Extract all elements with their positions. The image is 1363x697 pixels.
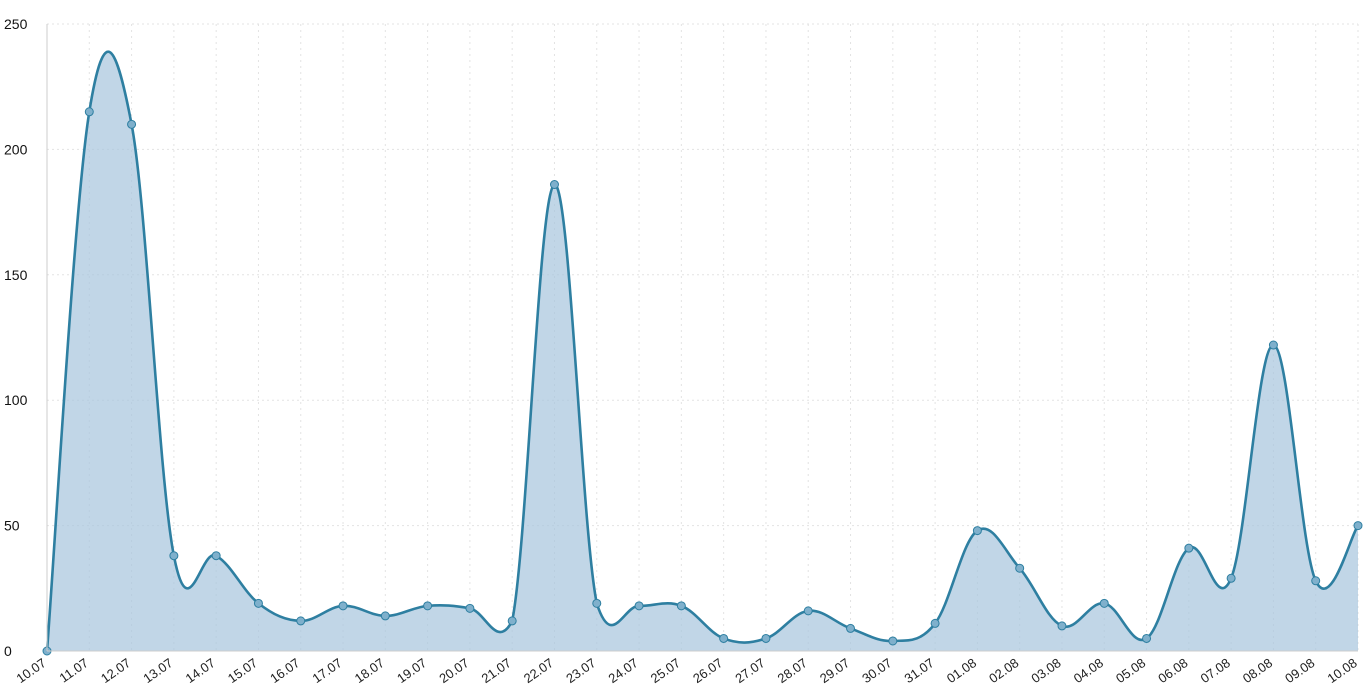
x-tick-label: 27.07 (732, 655, 767, 686)
data-point[interactable] (803, 606, 813, 616)
y-tick-label: 0 (4, 643, 12, 659)
data-point[interactable] (423, 601, 433, 611)
x-tick-label: 29.07 (817, 655, 852, 686)
x-tick-label: 10.08 (1324, 655, 1359, 686)
x-tick-label: 04.08 (1071, 655, 1106, 686)
x-tick-label: 22.07 (521, 655, 556, 686)
data-point[interactable] (676, 601, 686, 611)
x-tick-label: 03.08 (1028, 655, 1063, 686)
data-point[interactable] (127, 119, 137, 129)
x-tick-label: 20.07 (436, 655, 471, 686)
data-point[interactable] (972, 526, 982, 536)
x-tick-label: 18.07 (352, 655, 387, 686)
data-point[interactable] (1184, 543, 1194, 553)
y-axis: 0 50 100 150 200 250 (4, 16, 48, 659)
data-point[interactable] (1353, 521, 1363, 531)
series-area (47, 51, 1358, 651)
y-tick-label: 250 (4, 16, 28, 32)
data-point[interactable] (1142, 633, 1152, 643)
x-tick-label: 21.07 (479, 655, 514, 686)
data-point[interactable] (888, 636, 898, 646)
data-point[interactable] (1311, 576, 1321, 586)
data-point[interactable] (169, 551, 179, 561)
y-tick-label: 150 (4, 267, 28, 283)
x-tick-label: 01.08 (944, 655, 979, 686)
y-tick-label: 200 (4, 141, 28, 157)
data-point[interactable] (84, 107, 94, 117)
data-point[interactable] (930, 618, 940, 628)
series-line-path (45, 50, 1360, 653)
x-tick-label: 28.07 (775, 655, 810, 686)
x-tick-label: 16.07 (267, 655, 302, 686)
data-point[interactable] (211, 551, 221, 561)
data-point[interactable] (761, 633, 771, 643)
data-point[interactable] (1226, 573, 1236, 583)
x-tick-label: 12.07 (98, 655, 133, 686)
series-line (45, 50, 1360, 653)
x-tick-label: 10.07 (13, 655, 48, 686)
x-tick-label: 13.07 (140, 655, 175, 686)
data-point[interactable] (846, 623, 856, 633)
data-point[interactable] (592, 598, 602, 608)
x-tick-label: 23.07 (563, 655, 598, 686)
x-tick-label: 08.08 (1240, 655, 1275, 686)
x-tick-label: 24.07 (606, 655, 641, 686)
data-point[interactable] (634, 601, 644, 611)
y-tick-label: 50 (4, 518, 20, 534)
x-tick-label: 05.08 (1113, 655, 1148, 686)
x-tick-label: 30.07 (859, 655, 894, 686)
data-point[interactable] (549, 180, 559, 190)
series-area-fill (47, 51, 1358, 651)
x-tick-label: 06.08 (1155, 655, 1190, 686)
x-tick-label: 09.08 (1282, 655, 1317, 686)
series-points (42, 107, 1363, 656)
data-point[interactable] (507, 616, 517, 626)
data-point[interactable] (1268, 340, 1278, 350)
x-tick-label: 31.07 (902, 655, 937, 686)
data-point[interactable] (1015, 563, 1025, 573)
data-point[interactable] (253, 598, 263, 608)
data-point[interactable] (1057, 621, 1067, 631)
data-point[interactable] (719, 633, 729, 643)
x-tick-label: 26.07 (690, 655, 725, 686)
x-tick-label: 25.07 (648, 655, 683, 686)
data-point[interactable] (338, 601, 348, 611)
x-axis: 10.07 11.07 12.07 13.07 14.07 15.07 16.07 17.07… (13, 650, 1360, 686)
x-tick-label: 14.07 (183, 655, 218, 686)
x-tick-label: 19.07 (394, 655, 429, 686)
gridlines (46, 23, 1359, 652)
x-tick-label: 07.08 (1198, 655, 1233, 686)
data-point[interactable] (465, 603, 475, 613)
x-tick-label: 17.07 (309, 655, 344, 686)
data-point[interactable] (296, 616, 306, 626)
x-tick-label: 02.08 (986, 655, 1021, 686)
y-tick-label: 100 (4, 392, 28, 408)
x-tick-label: 11.07 (57, 655, 91, 685)
x-tick-label: 15.07 (225, 655, 260, 686)
data-point[interactable] (1099, 598, 1109, 608)
data-point[interactable] (380, 611, 390, 621)
